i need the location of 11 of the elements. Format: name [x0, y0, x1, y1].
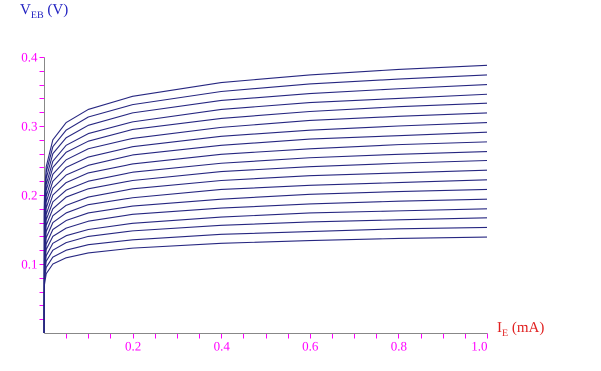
- y-tick-label: 0.3: [21, 118, 38, 134]
- y-tick-label: 0.4: [21, 50, 38, 64]
- x-tick-label: 0.8: [390, 338, 408, 354]
- x-tick-label: 1.0: [471, 338, 488, 354]
- x-axis-title: I$_{E}$ (mA): [497, 320, 544, 339]
- y-tick-label: 0.1: [21, 256, 38, 272]
- x-tick-label: 0.4: [214, 338, 230, 354]
- y-axis-title: V$_{EB}$ (V): [20, 2, 68, 21]
- y-tick-label: 0.2: [21, 188, 38, 202]
- x-tick-label: 0.2: [124, 338, 142, 354]
- x-tick-label: 0.6: [302, 338, 319, 354]
